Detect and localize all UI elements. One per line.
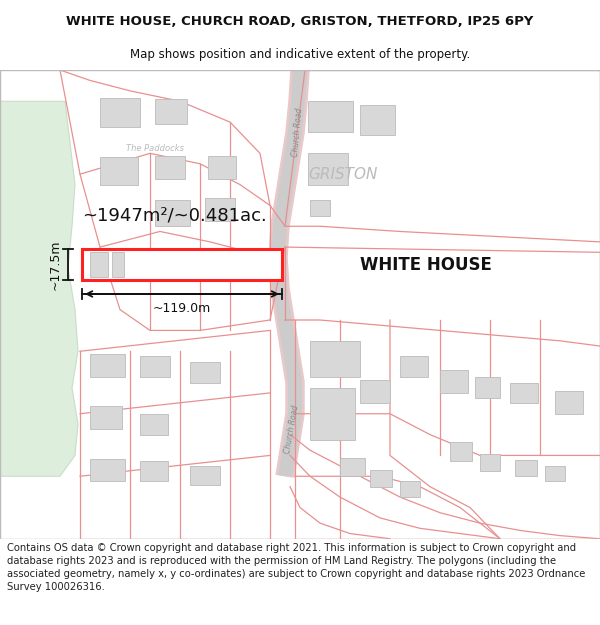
Bar (400, 481, 420, 497)
Bar (90, 459, 125, 481)
Bar (545, 466, 565, 481)
Bar (190, 466, 220, 484)
Bar (370, 470, 392, 487)
Bar (340, 458, 365, 476)
Bar (155, 156, 185, 179)
Bar (100, 158, 138, 184)
Bar (100, 98, 140, 128)
Bar (90, 253, 108, 278)
Bar (480, 454, 500, 471)
Bar (140, 356, 170, 377)
Bar (155, 99, 187, 124)
Text: Church Road: Church Road (292, 107, 305, 158)
Bar (515, 459, 537, 476)
Bar (310, 341, 360, 377)
Bar (140, 414, 168, 434)
Bar (155, 200, 190, 226)
Text: ~17.5m: ~17.5m (49, 239, 62, 290)
Text: WHITE HOUSE, CHURCH ROAD, GRISTON, THETFORD, IP25 6PY: WHITE HOUSE, CHURCH ROAD, GRISTON, THETF… (67, 16, 533, 28)
Bar (310, 200, 330, 216)
Bar (140, 461, 168, 481)
Bar (190, 362, 220, 382)
Bar (308, 101, 353, 132)
Bar (475, 378, 500, 398)
Bar (308, 153, 348, 184)
Text: Map shows position and indicative extent of the property.: Map shows position and indicative extent… (130, 48, 470, 61)
Bar (510, 382, 538, 403)
Polygon shape (0, 101, 78, 476)
Text: ~119.0m: ~119.0m (153, 302, 211, 315)
Text: Contains OS data © Crown copyright and database right 2021. This information is : Contains OS data © Crown copyright and d… (7, 543, 586, 592)
Bar (440, 370, 468, 393)
Bar (90, 354, 125, 377)
Bar (360, 106, 395, 134)
Bar (90, 406, 122, 429)
Bar (112, 253, 124, 278)
Bar (82, 249, 282, 281)
Bar (360, 381, 390, 403)
Text: WHITE HOUSE: WHITE HOUSE (360, 256, 492, 274)
Bar (555, 391, 583, 414)
Bar (400, 356, 428, 377)
Bar (450, 442, 472, 461)
Text: The Paddocks: The Paddocks (126, 144, 184, 152)
Bar (205, 198, 235, 221)
Text: Church Road: Church Road (283, 404, 301, 454)
Bar (208, 156, 236, 179)
Text: ~1947m²/~0.481ac.: ~1947m²/~0.481ac. (82, 207, 267, 225)
Text: GRISTON: GRISTON (308, 167, 377, 182)
Bar (310, 388, 355, 440)
